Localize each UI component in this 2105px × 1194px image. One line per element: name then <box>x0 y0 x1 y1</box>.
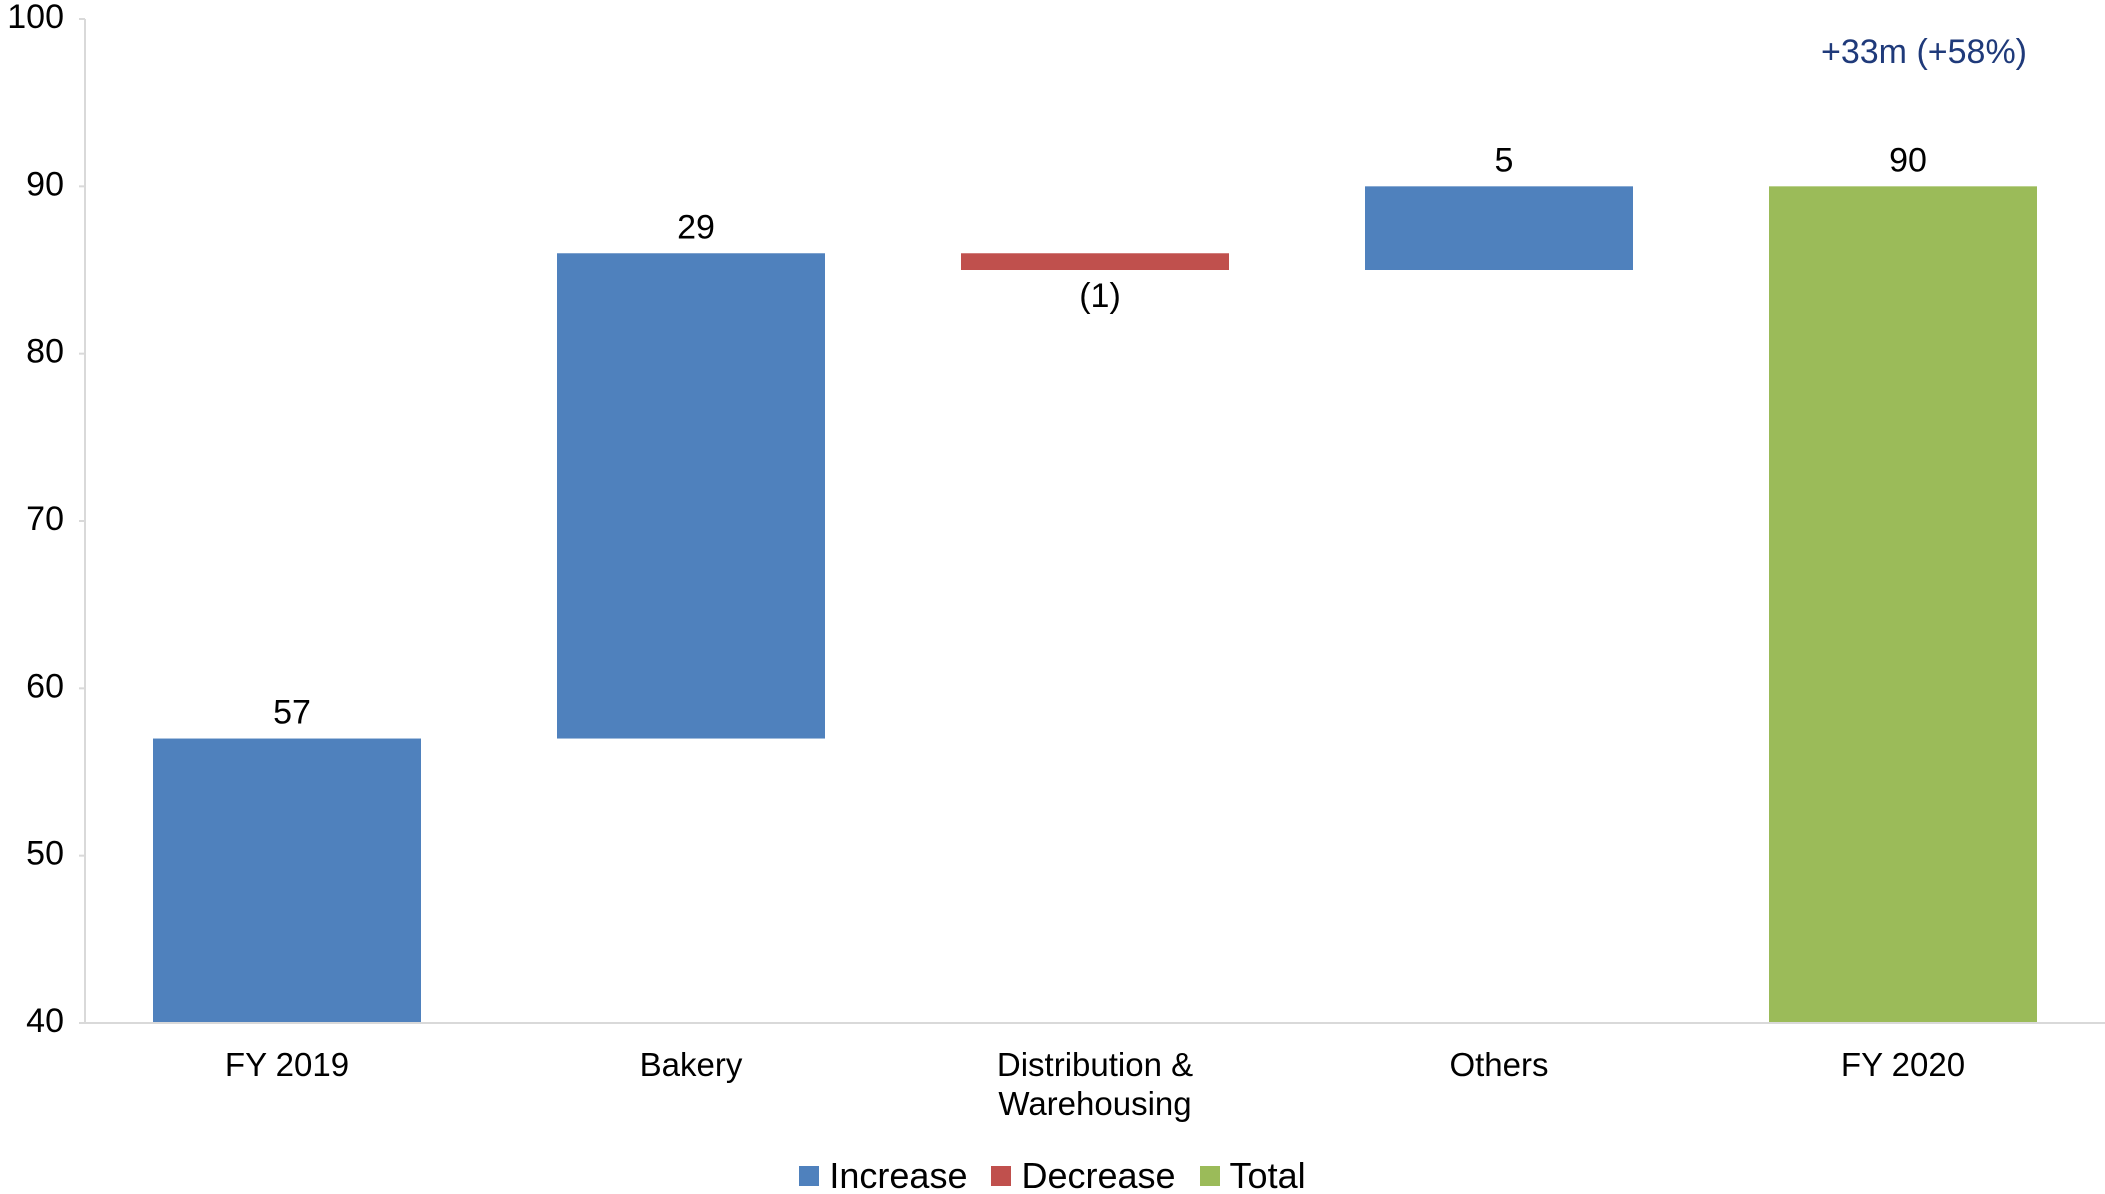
legend-item: Decrease <box>991 1155 1176 1194</box>
data-label: 29 <box>677 208 715 246</box>
legend-item: Increase <box>799 1155 967 1194</box>
y-tick-label: 100 <box>7 0 64 36</box>
legend-swatch <box>799 1166 820 1186</box>
legend-item: Total <box>1199 1155 1306 1194</box>
x-tick-label: Bakery <box>639 1046 743 1083</box>
data-label: 5 <box>1495 141 1514 179</box>
data-label: 90 <box>1889 141 1927 179</box>
y-tick-label: 70 <box>26 500 64 538</box>
y-tick-label: 50 <box>26 835 64 873</box>
annotation: +33m (+58%) <box>1821 33 2027 71</box>
legend-swatch <box>1199 1166 1220 1186</box>
y-tick-label: 90 <box>26 165 64 203</box>
legend-swatch <box>991 1166 1012 1186</box>
data-label: 57 <box>273 694 311 732</box>
legend-label: Increase <box>829 1155 968 1194</box>
y-tick-label: 80 <box>26 333 64 371</box>
x-tick-label: FY 2020 <box>1840 1046 1966 1083</box>
legend: Increase Decrease Total <box>0 1155 2105 1194</box>
x-tick-label: FY 2019 <box>224 1046 350 1083</box>
bar <box>1365 186 1633 270</box>
data-label: (1) <box>1079 277 1121 315</box>
bar <box>153 738 421 1023</box>
x-tick-label: Distribution & Warehousing <box>996 1046 1194 1122</box>
bar <box>961 253 1229 270</box>
legend-label: Decrease <box>1021 1155 1176 1194</box>
y-tick-label: 40 <box>26 1002 64 1040</box>
bar <box>557 253 825 739</box>
legend-label: Total <box>1229 1155 1306 1194</box>
y-tick-label: 60 <box>26 667 64 705</box>
bar <box>1769 186 2037 1024</box>
x-tick-label: Others <box>1449 1046 1549 1083</box>
